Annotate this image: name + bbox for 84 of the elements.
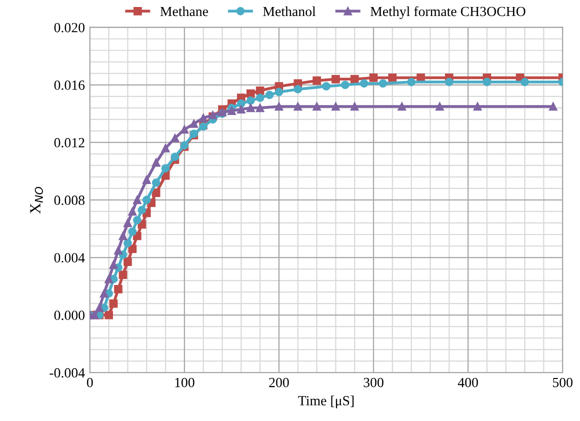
legend-label: Methane xyxy=(160,6,208,16)
point xyxy=(142,196,151,204)
point xyxy=(190,120,198,128)
point xyxy=(350,102,359,111)
point xyxy=(256,104,264,112)
point xyxy=(199,114,208,122)
point xyxy=(236,99,246,108)
point xyxy=(256,94,264,102)
point xyxy=(444,78,454,86)
point xyxy=(118,232,128,240)
y-tick-label: 0.000 xyxy=(54,310,85,320)
point xyxy=(109,299,118,308)
y-tick-label: 0.020 xyxy=(54,22,85,32)
point xyxy=(388,74,397,82)
point xyxy=(473,102,482,111)
point xyxy=(170,152,180,161)
point xyxy=(520,78,529,86)
x-tick-label: 100 xyxy=(175,378,194,388)
point xyxy=(246,89,255,98)
point xyxy=(294,102,302,111)
point xyxy=(114,284,122,294)
point xyxy=(246,96,255,105)
point xyxy=(312,102,321,111)
point xyxy=(332,74,340,84)
point xyxy=(350,74,359,84)
point xyxy=(170,134,180,142)
point xyxy=(128,244,137,254)
point xyxy=(236,105,246,114)
point xyxy=(246,104,255,112)
point xyxy=(180,125,189,134)
point xyxy=(398,102,406,111)
point xyxy=(294,85,302,94)
point xyxy=(482,78,492,86)
point xyxy=(378,79,388,88)
point xyxy=(161,164,170,172)
x-tick-label: 300 xyxy=(364,378,384,388)
x-axis-title: Time [μS] xyxy=(298,396,354,408)
point xyxy=(128,207,137,216)
y-tick-label: -0.004 xyxy=(50,368,85,378)
y-axis-title: X$_{NO}$ xyxy=(30,186,43,214)
x-tick-label: 0 xyxy=(86,378,93,388)
point xyxy=(100,289,108,298)
point xyxy=(548,102,558,111)
y-tick-label: 0.004 xyxy=(54,253,85,263)
point xyxy=(369,74,378,82)
x-tick-label: 200 xyxy=(269,378,289,388)
y-tick-label: 0.008 xyxy=(54,196,85,205)
point xyxy=(90,310,99,320)
point xyxy=(142,176,151,184)
x-tick-label: 500 xyxy=(552,378,572,388)
point xyxy=(274,102,284,111)
point xyxy=(124,218,132,228)
point xyxy=(118,270,128,279)
point xyxy=(274,88,284,96)
point xyxy=(322,82,330,91)
point xyxy=(436,102,444,111)
point xyxy=(152,158,160,167)
point xyxy=(407,78,416,86)
point xyxy=(124,258,132,266)
point xyxy=(133,196,142,204)
legend-label: Methanol xyxy=(263,6,316,16)
point xyxy=(114,246,122,254)
legend-label: Methyl formate CH3OCHO xyxy=(370,6,526,20)
point xyxy=(104,310,113,320)
point xyxy=(228,106,236,115)
point xyxy=(95,304,104,312)
point xyxy=(138,206,146,214)
point xyxy=(256,86,264,95)
point xyxy=(133,216,142,224)
y-tick-label: 0.016 xyxy=(54,80,85,90)
point xyxy=(104,274,113,284)
point xyxy=(265,90,274,100)
x-tick-label: 400 xyxy=(458,378,478,388)
point xyxy=(161,144,170,152)
point xyxy=(152,188,160,197)
point xyxy=(340,80,350,90)
y-tick-label: 0.012 xyxy=(54,138,84,148)
point xyxy=(109,260,118,269)
point xyxy=(332,102,340,111)
point xyxy=(128,227,137,236)
point xyxy=(124,238,132,248)
point xyxy=(360,79,368,88)
point xyxy=(152,178,160,187)
point xyxy=(312,76,321,85)
